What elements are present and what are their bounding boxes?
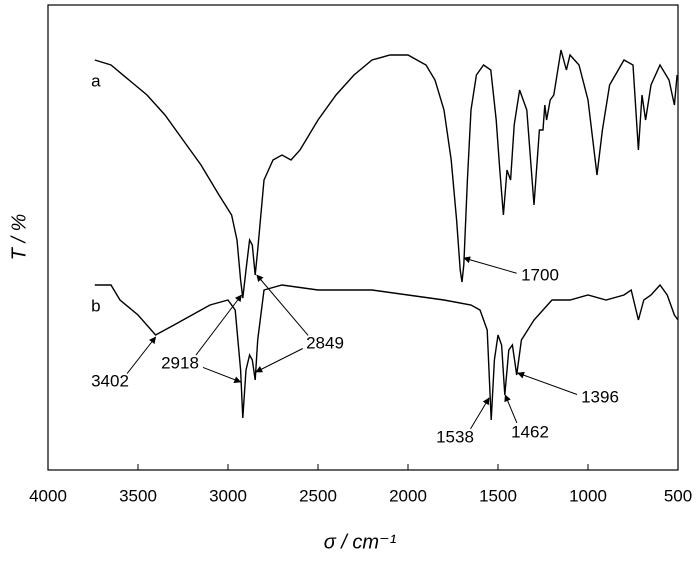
x-tick-label: 2000	[389, 486, 427, 505]
annotation-label: 1396	[581, 387, 619, 406]
x-tick-label: 500	[664, 486, 692, 505]
annotation-arrow	[517, 371, 578, 395]
annotation-label: 3402	[91, 371, 129, 390]
spectrum-line	[94, 283, 679, 421]
x-tick-label: 1500	[479, 486, 517, 505]
annotation-arrow	[504, 394, 518, 424]
annotation-arrow	[255, 348, 303, 373]
x-tick-label: 3500	[119, 486, 157, 505]
annotation-arrow	[126, 336, 157, 374]
series-label: b	[91, 296, 100, 315]
annotation-label: 1700	[521, 265, 559, 284]
annotation-arrow	[195, 294, 242, 356]
annotation-arrow	[463, 256, 517, 274]
annotation-arrow	[470, 397, 490, 430]
spectrum-line	[94, 49, 678, 299]
plot-frame	[47, 4, 679, 471]
annotation-arrow	[202, 366, 242, 383]
x-tick-label: 3000	[209, 486, 247, 505]
annotation-label: 2849	[306, 333, 344, 352]
x-tick-label: 1000	[569, 486, 607, 505]
annotation-label: 1462	[511, 422, 549, 441]
annotation-arrow	[256, 274, 309, 336]
annotation-label: 2918	[161, 353, 199, 372]
series-label: a	[91, 71, 101, 90]
y-axis-title: T / %	[8, 214, 30, 261]
x-axis-title: σ / cm⁻¹	[324, 531, 397, 553]
x-tick-label: 4000	[29, 486, 67, 505]
x-tick-label: 2500	[299, 486, 337, 505]
annotation-label: 1538	[436, 427, 474, 446]
